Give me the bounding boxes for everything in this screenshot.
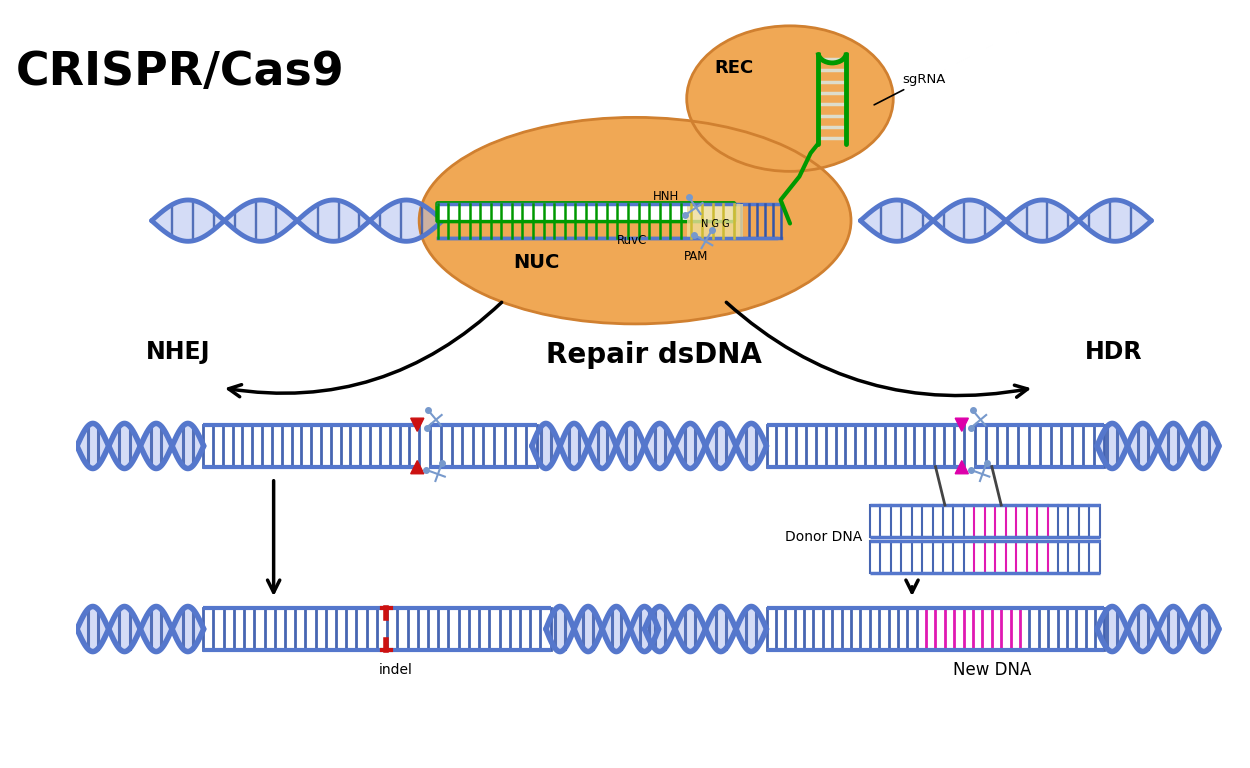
Bar	[204, 425, 419, 467]
Text: indel: indel	[379, 664, 412, 677]
Polygon shape	[411, 461, 424, 474]
Bar	[204, 608, 550, 650]
Text: New DNA: New DNA	[952, 661, 1031, 680]
Text: RuvC: RuvC	[618, 234, 648, 247]
Bar	[766, 425, 964, 467]
Bar	[686, 204, 742, 237]
Bar	[766, 608, 1105, 650]
Text: Donor DNA: Donor DNA	[785, 530, 862, 544]
Text: sgRNA: sgRNA	[874, 73, 946, 105]
Text: N G G: N G G	[700, 220, 729, 230]
Text: HDR: HDR	[1085, 340, 1142, 364]
Polygon shape	[955, 418, 969, 432]
Polygon shape	[955, 461, 969, 474]
Text: REC: REC	[714, 58, 754, 77]
Text: CRISPR/Cas9: CRISPR/Cas9	[15, 50, 344, 94]
Text: Repair dsDNA: Repair dsDNA	[546, 341, 761, 369]
Polygon shape	[411, 418, 424, 432]
Text: NUC: NUC	[514, 253, 560, 273]
Text: NHEJ: NHEJ	[146, 340, 210, 364]
Bar	[870, 541, 1100, 573]
Ellipse shape	[419, 118, 851, 324]
Text: PAM: PAM	[684, 250, 709, 263]
Bar	[430, 425, 536, 467]
Bar	[870, 505, 1100, 537]
Bar	[975, 425, 1105, 467]
Ellipse shape	[686, 26, 894, 171]
FancyBboxPatch shape	[438, 203, 735, 222]
Text: HNH: HNH	[652, 190, 679, 203]
